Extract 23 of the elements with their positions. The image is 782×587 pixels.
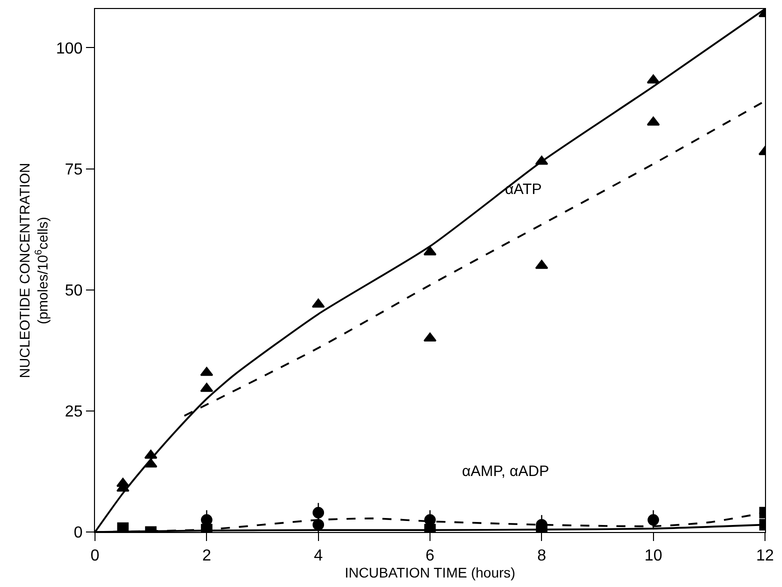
x-tick-label: 2 <box>202 547 212 564</box>
annotation: αATP <box>505 181 542 198</box>
point <box>535 260 548 269</box>
x-tick-label: 6 <box>426 547 435 564</box>
point <box>312 298 325 308</box>
x-tick-label: 0 <box>90 547 100 564</box>
x-axis-title: INCUBATION TIME (hours) <box>344 564 516 581</box>
x-tick-label: 4 <box>314 547 323 564</box>
point <box>312 506 324 518</box>
y-tick-label: 25 <box>64 404 83 421</box>
point <box>200 382 214 392</box>
x-tick-label: 12 <box>756 547 774 564</box>
y-tick-label: 75 <box>64 161 83 178</box>
point <box>648 514 660 526</box>
y-tick-label: 0 <box>74 524 83 542</box>
y-tick-label: 100 <box>56 40 83 58</box>
point <box>200 366 214 376</box>
point <box>646 74 660 84</box>
annotation: αAMP, αADP <box>462 463 550 480</box>
y-tick-label: 50 <box>64 282 83 300</box>
x-tick-label: 8 <box>537 547 546 564</box>
point <box>646 116 660 126</box>
x-tick-label: 10 <box>644 547 662 564</box>
